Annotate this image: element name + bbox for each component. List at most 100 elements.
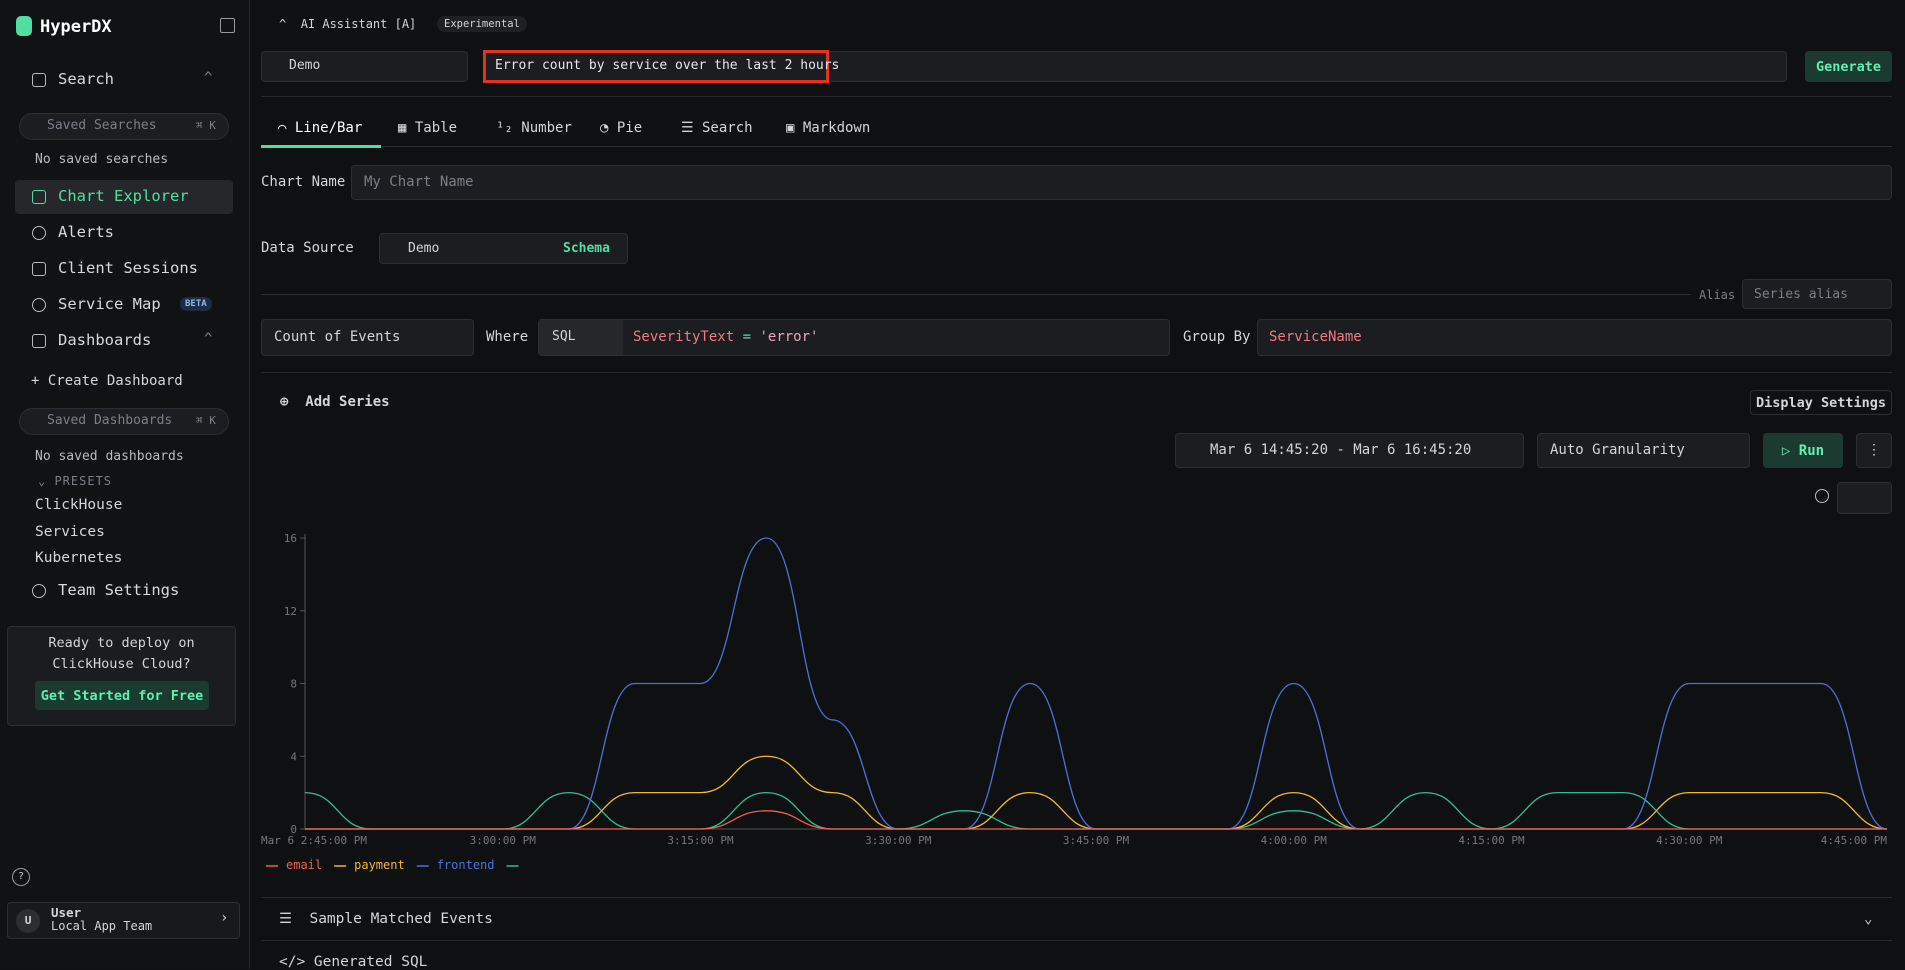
tab[interactable]: ▣ Markdown xyxy=(786,120,870,136)
generate-button[interactable]: Generate xyxy=(1805,51,1892,82)
legend-label: payment xyxy=(354,858,405,872)
collapse-button[interactable] xyxy=(220,18,235,33)
legend-label: email xyxy=(286,858,322,872)
nav-team-settings[interactable]: Team Settings xyxy=(58,581,179,599)
shortcut: ⌘ K xyxy=(196,119,216,132)
promo-button[interactable]: Get Started for Free xyxy=(35,681,209,710)
preset[interactable]: Kubernetes xyxy=(35,550,122,566)
chart-type-toggle[interactable] xyxy=(1837,482,1892,514)
label: Chart Name xyxy=(261,174,345,190)
x-tick-label: 3:30:00 PM xyxy=(865,834,932,847)
presets-text: PRESETS xyxy=(54,474,112,488)
chart-name-input[interactable] xyxy=(351,165,1892,200)
nav-client-sessions[interactable]: Client Sessions xyxy=(58,259,198,277)
divider xyxy=(261,372,1892,373)
group-by: ServiceName xyxy=(1269,329,1362,345)
chevron[interactable]: ^ xyxy=(204,331,212,347)
tab-label: Search xyxy=(702,120,753,136)
x-tick-label: 3:15:00 PM xyxy=(667,834,734,847)
run-button[interactable]: ▷ Run xyxy=(1763,433,1843,468)
add-series-label: Add Series xyxy=(305,394,389,410)
badge: Experimental xyxy=(437,16,527,32)
more-button[interactable]: ⋮ xyxy=(1856,433,1892,468)
assistant-toggle[interactable]: ^ AI Assistant [A] xyxy=(279,17,416,31)
label: Where xyxy=(486,329,528,345)
x-tick-label: 3:45:00 PM xyxy=(1063,834,1130,847)
aggregation: Count of Events xyxy=(274,329,400,345)
map-icon xyxy=(32,298,46,312)
x-tick-label: 4:00:00 PM xyxy=(1261,834,1328,847)
label: Group By xyxy=(1183,329,1250,345)
empty-note: No saved dashboards xyxy=(35,449,184,464)
placeholder: Saved Dashboards xyxy=(47,413,172,428)
x-tick-label: 3:00:00 PM xyxy=(470,834,537,847)
divider xyxy=(261,940,1892,941)
placeholder: Saved Searches xyxy=(47,118,157,133)
schema-link[interactable]: Schema xyxy=(563,241,610,256)
badge: BETA xyxy=(180,297,212,311)
tab-label: Pie xyxy=(617,120,642,136)
tab[interactable]: ◔ Pie xyxy=(600,120,642,136)
section-title: Sample Matched Events xyxy=(309,911,492,927)
x-tick-label: 4:30:00 PM xyxy=(1656,834,1723,847)
user-team: Local App Team xyxy=(51,919,152,933)
tab-underline xyxy=(261,145,381,148)
tab-label: Line/Bar xyxy=(295,120,362,136)
clock-icon[interactable] xyxy=(1815,489,1829,503)
session-icon xyxy=(32,262,46,276)
display-settings[interactable]: Display Settings xyxy=(1750,390,1892,415)
chevron[interactable]: ^ xyxy=(204,70,212,86)
help-button[interactable]: ? xyxy=(12,868,30,886)
x-tick-label: Mar 6 2:45:00 PM xyxy=(261,834,367,847)
code-field: SeverityText xyxy=(633,329,734,345)
y-tick-label: 16 xyxy=(284,532,297,545)
section[interactable]: </> Generated SQL xyxy=(279,954,427,970)
y-tick-label: 8 xyxy=(290,678,297,691)
chevron[interactable]: ⌄ xyxy=(1864,911,1872,927)
legend-label: frontend xyxy=(437,858,495,872)
series-line xyxy=(305,538,1887,829)
user-name: User xyxy=(51,905,81,920)
series-line xyxy=(305,793,1887,829)
nav-dashboards[interactable]: Dashboards xyxy=(58,331,151,349)
assistant-title: AI Assistant [A] xyxy=(301,17,417,31)
tab[interactable]: ¹₂ Number xyxy=(496,120,572,136)
chart-icon xyxy=(32,190,46,204)
y-tick-label: 0 xyxy=(290,823,297,836)
add-series[interactable]: ⊕ Add Series xyxy=(280,394,390,410)
source: Demo xyxy=(289,58,320,73)
y-tick-label: 4 xyxy=(290,750,297,763)
tab-label: Table xyxy=(415,120,457,136)
tab[interactable]: ▦ Table xyxy=(398,120,457,136)
placeholder: Series alias xyxy=(1754,287,1848,302)
label: Alias xyxy=(1699,288,1735,302)
time-range: Mar 6 14:45:20 - Mar 6 16:45:20 xyxy=(1210,442,1471,458)
section-title: Generated SQL xyxy=(314,954,428,970)
avatar: U xyxy=(16,909,40,933)
section[interactable]: ☰ Sample Matched Events xyxy=(279,911,493,927)
tab[interactable]: ⌒ Line/Bar xyxy=(278,120,362,136)
create-dashboard[interactable]: + Create Dashboard xyxy=(31,373,183,389)
preset[interactable]: ClickHouse xyxy=(35,497,122,513)
placeholder: My Chart Name xyxy=(364,174,474,190)
preset[interactable]: Services xyxy=(35,524,105,540)
x-tick-label: 4:45:00 PM xyxy=(1821,834,1888,847)
nav-search[interactable]: Search xyxy=(58,70,114,88)
nav-chart-explorer[interactable]: Chart Explorer xyxy=(58,187,189,205)
logo xyxy=(16,16,32,36)
tab-label: Number xyxy=(521,120,572,136)
divider xyxy=(261,294,1691,295)
alert-icon xyxy=(32,226,46,240)
tab[interactable]: ☰ Search xyxy=(681,120,753,136)
granularity: Auto Granularity xyxy=(1550,442,1685,458)
chevron[interactable]: › xyxy=(220,910,228,926)
nav-alerts[interactable]: Alerts xyxy=(58,223,114,241)
code-value: 'error' xyxy=(759,329,818,345)
nav-service-map[interactable]: Service Map xyxy=(58,295,161,313)
dashboard-icon xyxy=(32,334,46,348)
run-label: Run xyxy=(1799,443,1824,459)
promo-text: Ready to deploy on ClickHouse Cloud? xyxy=(14,633,229,675)
empty-note: No saved searches xyxy=(35,152,168,167)
series-line xyxy=(305,756,1887,829)
